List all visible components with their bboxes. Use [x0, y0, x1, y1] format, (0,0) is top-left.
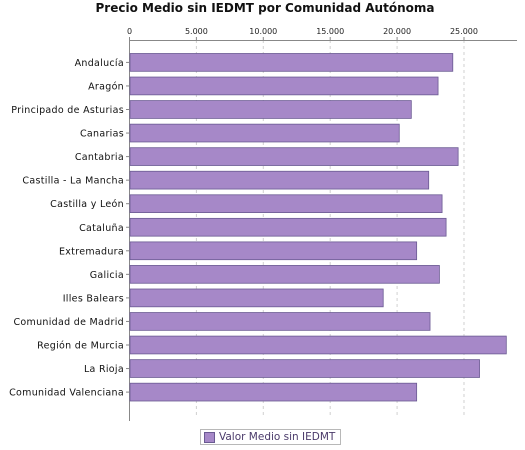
category-label: Comunidad Valenciana	[9, 388, 124, 399]
category-label: Región de Murcia	[37, 341, 124, 352]
category-label: Castilla y León	[50, 199, 124, 210]
category-label: Principado de Asturias	[11, 105, 124, 116]
x-tick-label: 10.000	[249, 27, 277, 36]
bar	[129, 147, 459, 166]
legend-label: Valor Medio sin IEDMT	[219, 431, 336, 443]
category-label: Cantabria	[75, 152, 124, 163]
bar	[129, 265, 440, 284]
category-label: Canarias	[80, 129, 124, 140]
x-tick-label: 15.000	[316, 27, 344, 36]
bar	[129, 217, 447, 237]
category-label: Cataluña	[79, 223, 124, 234]
bar	[129, 312, 431, 331]
x-tick-label: 25.000	[450, 27, 478, 36]
bar	[129, 359, 480, 378]
bar	[129, 53, 454, 72]
category-label: Illes Balears	[63, 293, 124, 304]
legend[interactable]: Valor Medio sin IEDMT	[200, 429, 342, 445]
category-label: Andalucía	[75, 58, 124, 69]
bar	[129, 335, 507, 355]
bar	[129, 194, 443, 214]
bar	[129, 100, 412, 119]
bar	[129, 382, 418, 402]
x-tick-label: 0	[127, 27, 132, 36]
bar	[129, 76, 439, 96]
x-tick-label: 5.000	[185, 27, 208, 36]
bar	[129, 288, 384, 308]
category-label: Castilla - La Mancha	[22, 176, 124, 187]
category-label: Galicia	[90, 270, 124, 281]
x-tick-label: 20.000	[383, 27, 411, 36]
legend-swatch	[204, 431, 215, 443]
category-label: Aragón	[88, 81, 124, 92]
chart-title: Precio Medio sin IEDMT por Comunidad Aut…	[95, 1, 435, 15]
category-label: La Rioja	[84, 364, 124, 375]
category-label: Comunidad de Madrid	[13, 317, 124, 328]
bar	[129, 241, 418, 261]
bar	[129, 123, 400, 143]
bar	[129, 170, 430, 190]
category-label: Extremadura	[59, 246, 124, 257]
